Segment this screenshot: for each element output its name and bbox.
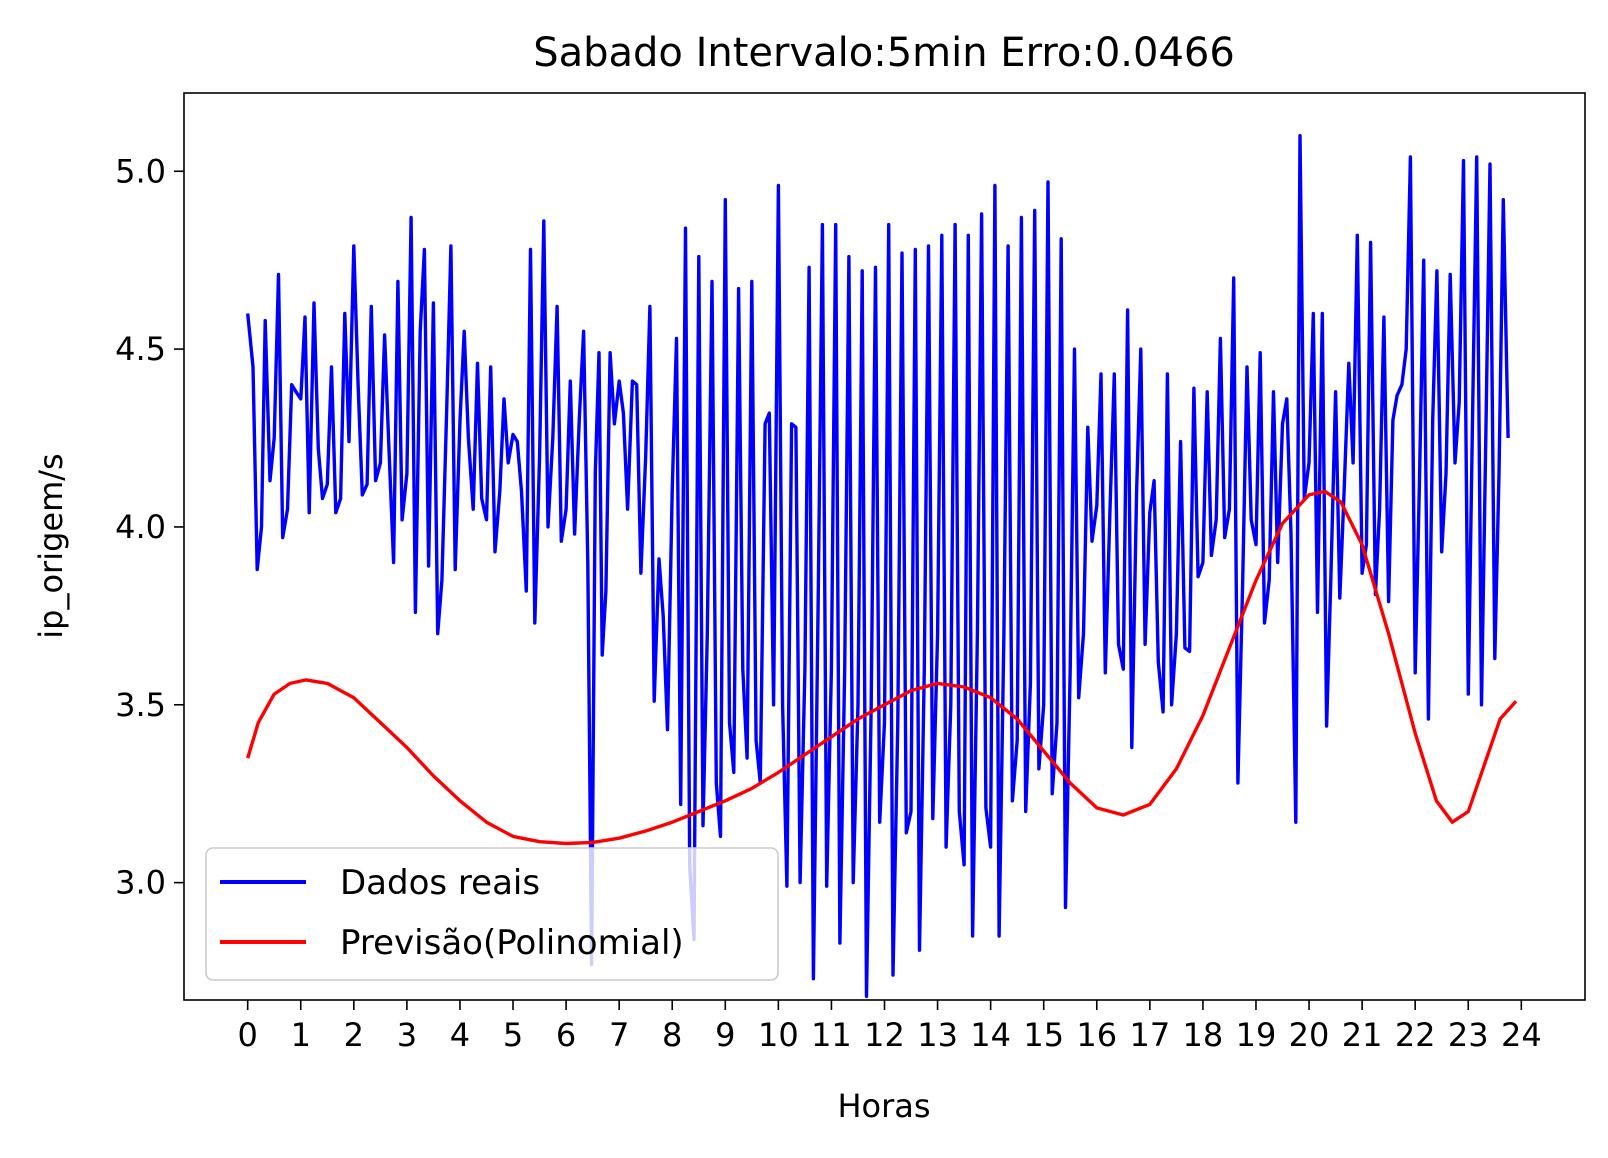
series-line-previsao — [246, 489, 1518, 846]
x-tick-label: 12 — [864, 1016, 905, 1054]
x-tick-label: 16 — [1076, 1016, 1117, 1054]
x-tick-label: 20 — [1289, 1016, 1330, 1054]
legend-label-dados-reais: Dados reais — [340, 863, 540, 903]
legend: Dados reais Previsão(Polinomial) — [205, 847, 779, 981]
x-tick-label: 11 — [811, 1016, 852, 1054]
y-tick-label: 5.0 — [115, 152, 166, 190]
x-tick-label: 4 — [450, 1016, 470, 1054]
x-tick-label: 2 — [344, 1016, 364, 1054]
x-tick-label: 17 — [1129, 1016, 1170, 1054]
y-tick-label: 3.5 — [115, 686, 166, 724]
x-tick-label: 24 — [1501, 1016, 1542, 1054]
x-tick-label: 9 — [715, 1016, 735, 1054]
y-tick-label: 4.0 — [115, 508, 166, 546]
x-tick-label: 21 — [1342, 1016, 1383, 1054]
plot-area — [246, 134, 1518, 999]
x-tick-label: 13 — [917, 1016, 958, 1054]
x-tick-label: 1 — [291, 1016, 311, 1054]
x-tick-label: 8 — [662, 1016, 682, 1054]
x-tick-label: 3 — [397, 1016, 417, 1054]
x-tick-label: 18 — [1183, 1016, 1224, 1054]
x-tick-label: 0 — [238, 1016, 258, 1054]
x-tick-label: 23 — [1448, 1016, 1489, 1054]
x-tick-label: 5 — [503, 1016, 523, 1054]
series-line-dados-reais — [246, 134, 1510, 999]
x-tick-label: 15 — [1023, 1016, 1064, 1054]
legend-label-previsao: Previsão(Polinomial) — [340, 923, 684, 963]
y-axis-label: ip_origem/s — [32, 453, 70, 638]
x-axis-ticks: 0 1 2 3 4 5 6 7 8 9 10 11 12 13 14 15 16 17 18 19 20 21 22 23 24 — [238, 1000, 1542, 1054]
x-tick-label: 10 — [758, 1016, 799, 1054]
legend-box — [205, 847, 779, 981]
x-tick-label: 14 — [970, 1016, 1011, 1054]
y-tick-label: 3.0 — [115, 864, 166, 902]
x-tick-label: 19 — [1236, 1016, 1277, 1054]
y-tick-label: 4.5 — [115, 330, 166, 368]
x-axis-label: Horas — [837, 1087, 930, 1125]
y-axis-ticks: 3.0 3.5 4.0 4.5 5.0 — [115, 152, 184, 902]
x-tick-label: 6 — [556, 1016, 576, 1054]
x-tick-label: 22 — [1395, 1016, 1436, 1054]
x-tick-label: 7 — [609, 1016, 629, 1054]
chart-title: Sabado Intervalo:5min Erro:0.0466 — [533, 30, 1235, 76]
